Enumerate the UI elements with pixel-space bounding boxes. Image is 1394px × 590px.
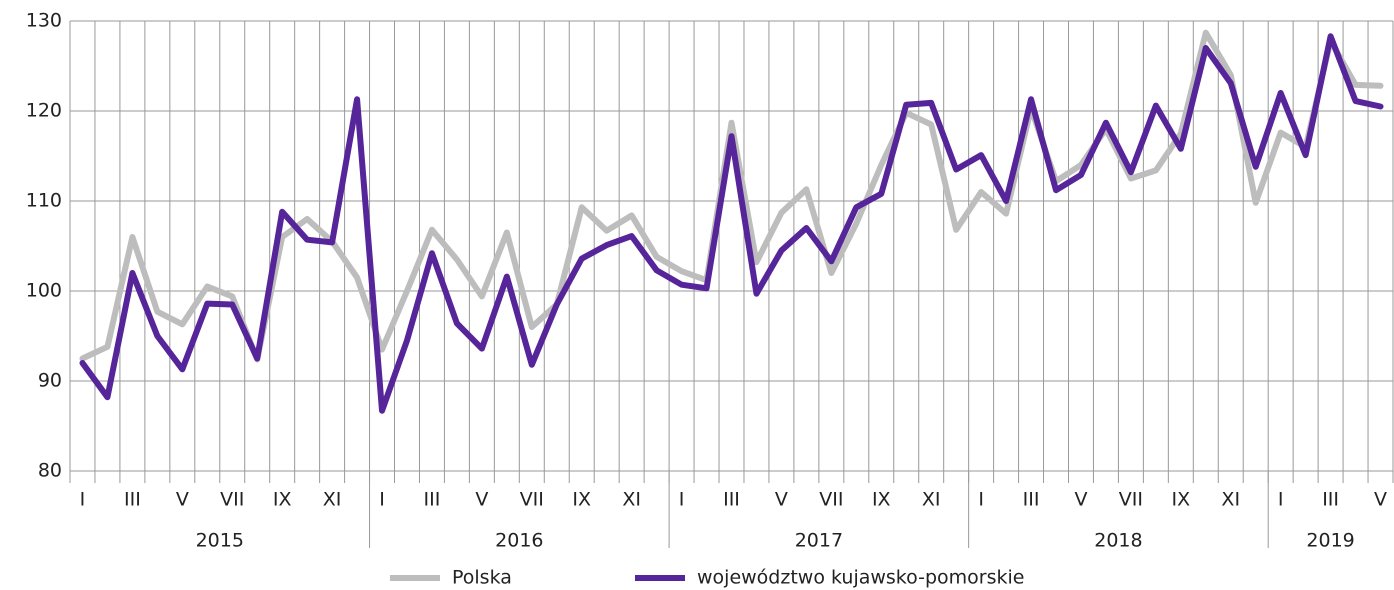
x-tick-label: XI <box>1221 489 1240 511</box>
x-tick-label: XI <box>922 489 941 511</box>
x-tick-label: V <box>1074 489 1087 511</box>
x-tick-label: VII <box>520 489 544 511</box>
x-tick-label: V <box>1374 489 1387 511</box>
series-line <box>79 29 1384 363</box>
year-label: 2019 <box>1306 530 1354 552</box>
x-tick-label: VII <box>220 489 244 511</box>
x-tick-label: I <box>80 489 86 511</box>
x-tick-label: VII <box>1119 489 1143 511</box>
x-tick-label: I <box>379 489 385 511</box>
y-tick-label: 130 <box>26 10 62 32</box>
x-tick-label: III <box>723 489 740 511</box>
x-tick-label: IX <box>872 489 891 511</box>
year-label: 2018 <box>1094 530 1142 552</box>
x-tick-label: IX <box>572 489 591 511</box>
x-tick-label: VII <box>819 489 843 511</box>
year-label: 2015 <box>196 530 244 552</box>
x-tick-label: III <box>424 489 441 511</box>
year-label: 2016 <box>495 530 543 552</box>
x-tick-label: III <box>124 489 141 511</box>
x-tick-label: XI <box>323 489 342 511</box>
x-tick-label: V <box>775 489 788 511</box>
x-tick-label: XI <box>622 489 641 511</box>
x-tick-label: I <box>1278 489 1284 511</box>
y-tick-label: 110 <box>26 190 62 212</box>
y-tick-label: 80 <box>38 460 62 482</box>
x-tick-label: V <box>176 489 189 511</box>
y-tick-label: 120 <box>26 100 62 122</box>
x-tick-label: III <box>1322 489 1339 511</box>
x-tick-label: I <box>978 489 984 511</box>
x-tick-label: V <box>475 489 488 511</box>
y-tick-label: 90 <box>38 370 62 392</box>
legend-label: województwo kujawsko-pomorskie <box>697 567 1024 589</box>
year-label: 2017 <box>795 530 843 552</box>
x-tick-label: IX <box>1172 489 1191 511</box>
series-line <box>79 33 1384 414</box>
x-tick-label: I <box>679 489 685 511</box>
x-tick-label: III <box>1023 489 1040 511</box>
y-tick-label: 100 <box>26 280 62 302</box>
x-tick-label: IX <box>273 489 292 511</box>
legend-label: Polska <box>452 567 512 589</box>
